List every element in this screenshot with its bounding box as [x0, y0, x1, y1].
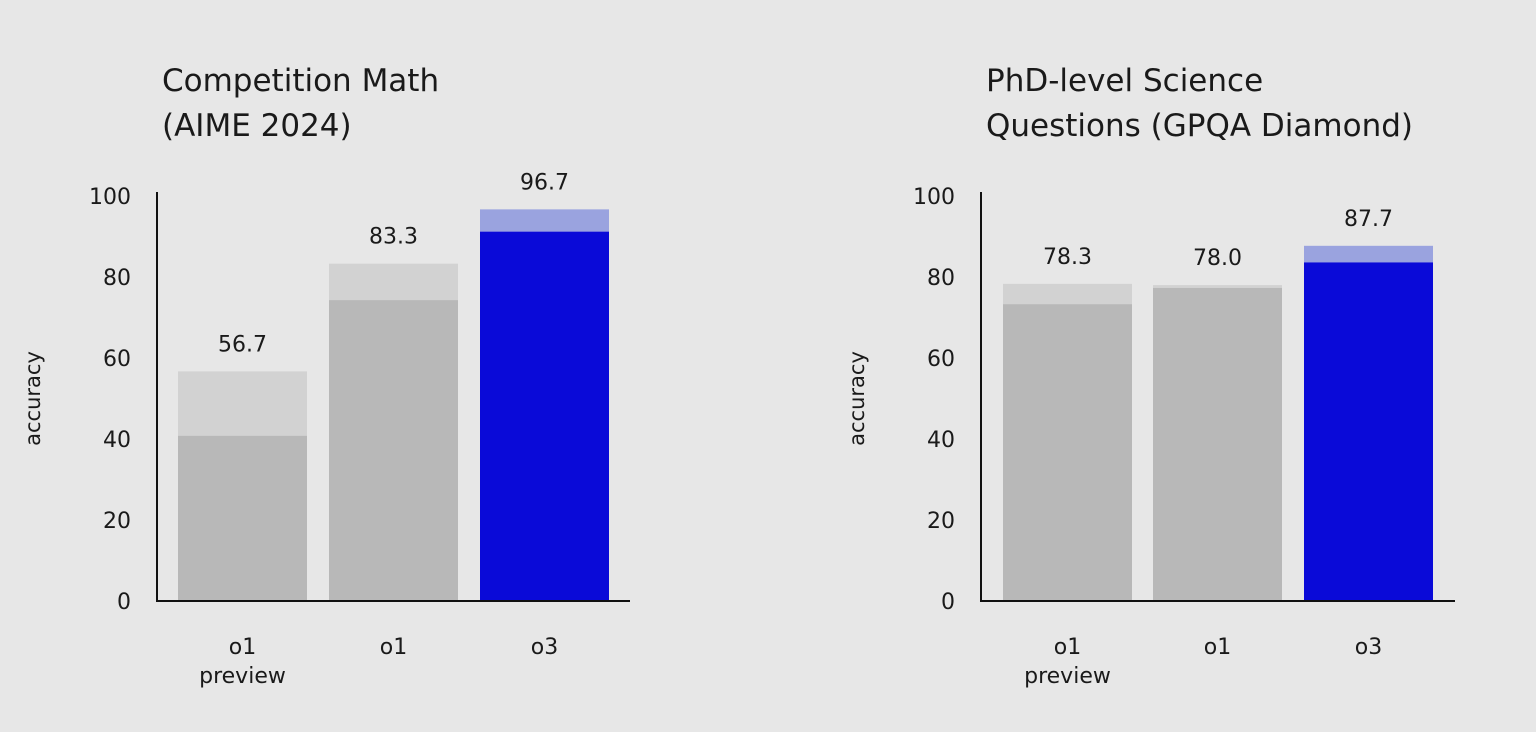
chart-title-line: PhD-level Science: [986, 63, 1264, 99]
bar-value-label: 87.7: [1344, 207, 1393, 232]
y-axis-label: accuracy: [845, 351, 869, 446]
x-category-label: o3: [1355, 635, 1382, 660]
y-axis-label: accuracy: [21, 351, 45, 446]
x-category-label: o1: [229, 635, 256, 660]
bar-upper-segment: [178, 371, 307, 436]
x-category-label: o3: [531, 635, 558, 660]
bar-base-segment: [480, 231, 609, 601]
y-tick-label: 0: [941, 590, 955, 615]
y-tick-label: 40: [103, 428, 131, 453]
x-category-label: o1: [1204, 635, 1231, 660]
chart-title-line: (AIME 2024): [162, 108, 352, 144]
bar-upper-segment: [1003, 283, 1132, 305]
bar-upper-segment: [1153, 285, 1282, 288]
bar-value-label: 78.3: [1043, 245, 1092, 270]
bar-value-label: 96.7: [520, 170, 569, 195]
bar-base-segment: [1304, 262, 1433, 601]
bar-value-label: 56.7: [218, 332, 267, 357]
chart-title-aime: Competition Math (AIME 2024): [162, 59, 439, 149]
x-category-label: preview: [1024, 664, 1111, 689]
y-tick-label: 100: [913, 185, 955, 210]
y-tick-label: 100: [89, 185, 131, 210]
bar-value-label: 83.3: [369, 225, 418, 250]
bar-base-segment: [1153, 287, 1282, 601]
x-category-label: o1: [380, 635, 407, 660]
y-tick-label: 20: [927, 509, 955, 534]
y-tick-label: 60: [927, 347, 955, 372]
bar-upper-segment: [480, 209, 609, 232]
y-tick-label: 0: [117, 590, 131, 615]
y-tick-label: 40: [927, 428, 955, 453]
y-tick-label: 80: [103, 266, 131, 291]
x-category-label: preview: [199, 664, 286, 689]
bar-upper-segment: [1304, 245, 1433, 263]
chart-title-line: Competition Math: [162, 63, 440, 99]
y-tick-label: 20: [103, 509, 131, 534]
x-category-label: o1: [1054, 635, 1081, 660]
bar-upper-segment: [329, 263, 458, 301]
bar-base-segment: [178, 435, 307, 601]
y-tick-label: 60: [103, 347, 131, 372]
bar-base-segment: [329, 300, 458, 601]
bar-base-segment: [1003, 304, 1132, 601]
chart-title-gpqa: PhD-level Science Questions (GPQA Diamon…: [986, 59, 1413, 149]
chart-title-line: Questions (GPQA Diamond): [986, 108, 1413, 144]
bar-value-label: 78.0: [1193, 246, 1242, 271]
y-tick-label: 80: [927, 266, 955, 291]
